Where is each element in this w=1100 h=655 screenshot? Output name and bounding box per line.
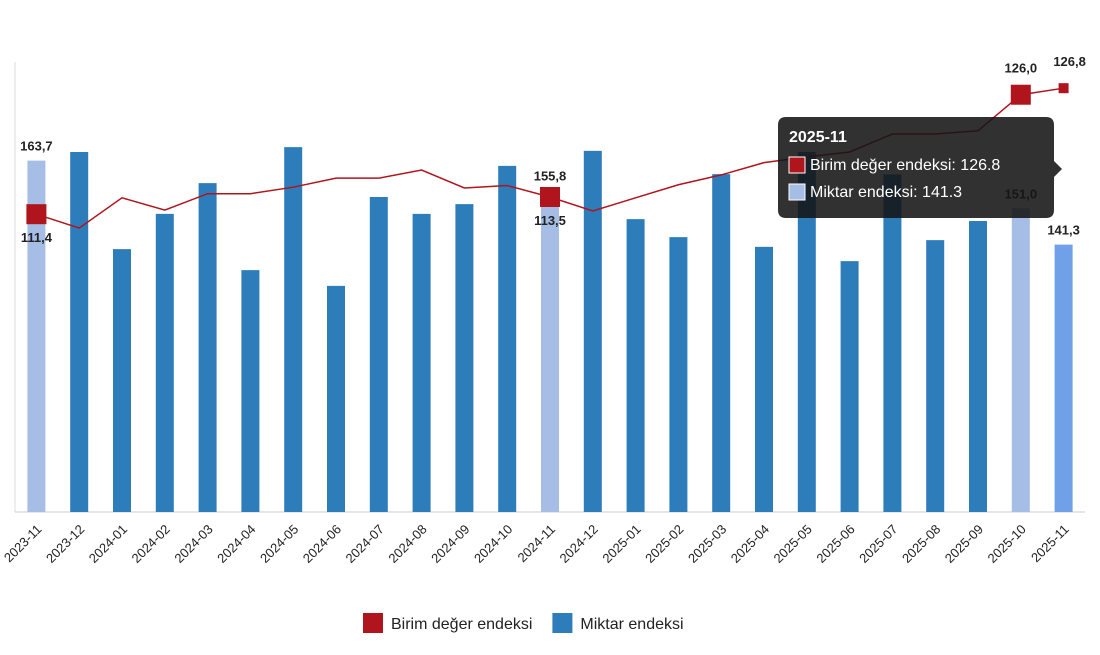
x-tick-label: 2025-04	[728, 522, 772, 566]
legend-swatch	[552, 613, 573, 633]
line-value-label: 111,4	[21, 230, 53, 245]
bar	[1011, 208, 1030, 512]
x-tick-label: 2025-08	[899, 522, 943, 566]
bar	[669, 237, 688, 512]
x-tick-label: 2024-03	[171, 522, 215, 566]
legend-label: Miktar endeksi	[580, 616, 683, 633]
bar	[241, 270, 260, 512]
tooltip-swatch	[788, 156, 806, 174]
line-marker	[1010, 84, 1031, 105]
bar	[412, 213, 431, 512]
bar	[155, 213, 174, 512]
bar	[926, 240, 945, 512]
bar-value-label: 141,3	[1047, 223, 1080, 238]
bar	[113, 249, 131, 512]
x-tick-label: 2024-06	[300, 522, 344, 566]
x-tick-label: 2024-12	[557, 522, 601, 566]
x-tick-label: 2025-03	[685, 522, 729, 566]
bar	[583, 150, 602, 512]
x-tick-label: 2025-02	[642, 522, 686, 566]
bar-value-label: 163,7	[20, 139, 53, 154]
bar-value-label: 155,8	[534, 168, 567, 183]
bar	[626, 219, 645, 512]
legend-swatch	[363, 613, 383, 633]
x-tick-label: 2023-12	[43, 522, 87, 566]
x-tick-label: 2025-09	[942, 522, 986, 566]
x-tick-label: 2024-04	[214, 522, 258, 566]
bar	[70, 152, 89, 512]
bar	[1054, 244, 1073, 512]
legend: Birim değer endeksi Miktar endeksi	[363, 613, 684, 633]
legend-label: Birim değer endeksi	[391, 616, 532, 633]
line-value-label: 126,8	[1053, 54, 1086, 69]
x-tick-label: 2025-11	[1028, 522, 1072, 566]
tooltip-line: Miktar endeksi: 141.3	[810, 184, 962, 201]
x-tick-label: 2024-05	[257, 522, 301, 566]
tooltip: 2025-11 Birim değer endeksi: 126.8 Miktar …	[778, 117, 1062, 218]
bar	[27, 160, 46, 512]
bar	[541, 190, 559, 512]
bar	[840, 261, 859, 512]
bar	[284, 147, 303, 512]
x-tick-label: 2025-07	[856, 522, 900, 566]
x-tick-label: 2024-08	[385, 522, 429, 566]
line-value-label: 113,5	[534, 213, 566, 228]
x-tick-label: 2024-09	[428, 522, 472, 566]
line-marker	[540, 187, 560, 207]
tooltip-swatch	[788, 183, 806, 201]
tooltip-line: Birim değer endeksi: 126.8	[810, 157, 1000, 174]
bar	[883, 174, 902, 512]
bar	[327, 285, 345, 512]
line-marker	[1058, 83, 1069, 94]
bar	[455, 204, 474, 512]
bar	[198, 183, 217, 512]
x-tick-label: 2024-07	[343, 522, 387, 566]
x-tick-label: 2025-06	[813, 522, 857, 566]
bar	[755, 246, 773, 512]
line-marker	[26, 204, 47, 225]
x-tick-label: 2024-01	[86, 522, 130, 566]
bar	[969, 221, 987, 512]
bar	[498, 165, 517, 512]
x-tick-label: 2023-11	[1, 522, 45, 566]
line-value-label: 126,0	[1005, 61, 1038, 76]
x-tick-label: 2024-10	[471, 522, 515, 566]
x-tick-label: 2025-01	[599, 522, 643, 566]
bar	[797, 152, 816, 512]
bar	[369, 197, 388, 512]
x-tick-label: 2024-02	[129, 522, 173, 566]
tooltip-title: 2025-11	[789, 129, 847, 146]
tooltip-box	[778, 117, 1062, 218]
bar	[712, 174, 731, 512]
x-tick-label: 2025-10	[985, 522, 1029, 566]
x-tick-label: 2024-11	[514, 522, 558, 566]
x-tick-label: 2025-05	[771, 522, 815, 566]
